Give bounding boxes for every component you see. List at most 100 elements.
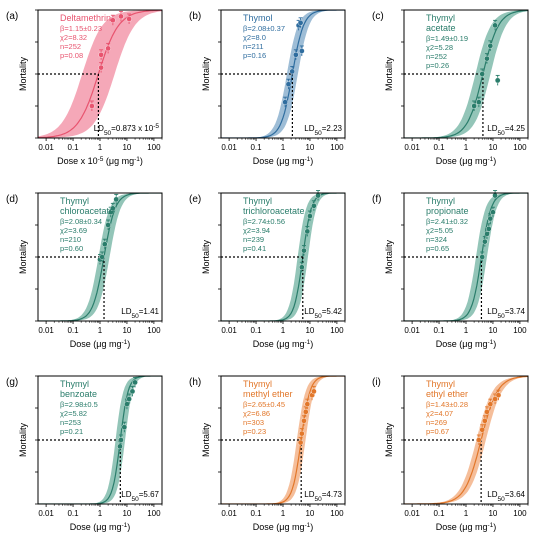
stat-line: n=210 [60,235,81,244]
fitted-curve [38,376,162,504]
panel-9: 0.01 0.1 1 10 100 Mortality Dose (μg mg-1) (i) T… [372,375,529,533]
stat-line: β=2.65±0.45 [243,400,285,409]
x-tick-label: 10 [305,326,314,335]
x-axis-label: Dose (μg mg-1) [70,339,130,350]
compound-name: Thymyl [60,196,89,206]
data-point [299,430,305,437]
x-tick-label: 10 [305,143,314,152]
stat-line: χ2=8.0 [243,33,266,42]
stat-line: n=253 [60,418,81,427]
fitted-curve [404,193,528,321]
stat-line: β=1.49±0.19 [426,34,468,43]
x-tick-label: 1 [98,143,103,152]
data-point [105,222,111,228]
panel-label: (a) [6,11,18,22]
x-tick-label: 0.1 [67,143,79,152]
panel-1: 0.01 0.1 1 10 100 Mortality Dose x 10-5 (μg mg… [6,9,163,167]
x-tick-label: 1 [464,326,469,335]
data-point [129,388,136,395]
x-axis-label: Dose (μg mg-1) [436,522,496,533]
panel-4: 0.01 0.1 1 10 100 Mortality Dose (μg mg-1) (d) T… [6,192,163,350]
x-axis-label: Dose (μg mg-1) [436,339,496,350]
y-axis-label: Mortality [18,423,28,458]
panel-label: (g) [6,377,18,388]
data-point [117,443,123,450]
ld50-label: LD50=3.64 [487,490,525,503]
data-point [494,77,501,84]
data-point [285,81,292,88]
stat-line: β=2.08±0.37 [243,24,285,33]
x-tick-label: 100 [330,509,344,518]
stat-line: p=0.65 [426,244,449,253]
x-axis-label: Dose x 10-5 (μg mg-1) [57,156,143,167]
x-tick-label: 10 [122,143,131,152]
confidence-band [38,10,162,138]
x-tick-label: 0.01 [38,326,54,335]
fitted-curve [221,193,345,321]
x-tick-label: 0.01 [404,143,420,152]
stat-line: β=2.98±0.5 [60,400,98,409]
ld50-label: LD50=2.23 [304,124,342,137]
confidence-band [221,10,345,138]
x-tick-label: 0.01 [404,509,420,518]
data-point [121,424,128,431]
x-tick-label: 10 [122,509,131,518]
stat-line: p=0.23 [243,427,266,436]
stat-line: β=2.41±0.32 [426,217,468,226]
data-point [301,247,307,254]
stat-line: n=252 [426,52,447,61]
stat-line: p=0.26 [426,61,449,70]
x-tick-label: 0.1 [433,326,445,335]
x-tick-label: 0.01 [221,326,237,335]
y-axis-label: Mortality [18,57,28,92]
data-point [118,13,124,20]
data-point [110,17,116,24]
compound-name: Thymol [243,13,273,23]
data-point [490,209,496,215]
x-tick-label: 10 [488,509,497,518]
stat-line: χ2=5.82 [60,409,87,418]
x-axis-label: Dose (μg mg-1) [253,339,313,350]
panel-label: (c) [372,11,384,22]
stat-line: β=2.08±0.34 [60,217,102,226]
data-point [311,202,317,209]
panel-label: (d) [6,194,18,205]
x-tick-label: 0.1 [250,509,262,518]
x-tick-label: 1 [464,143,469,152]
x-axis-label: Dose (μg mg-1) [253,156,313,167]
x-axis-label: Dose (μg mg-1) [70,522,130,533]
data-point [479,71,486,77]
data-point [132,379,138,386]
stat-line: β=2.74±0.56 [243,217,285,226]
compound-name: methyl ether [243,389,293,399]
data-point [485,226,492,232]
x-tick-label: 0.1 [250,326,262,335]
stat-line: β=1.43±0.28 [426,400,468,409]
x-tick-label: 0.01 [38,509,54,518]
data-point [89,103,95,109]
data-point [476,99,482,105]
y-axis-label: Mortality [384,423,394,458]
data-point [126,396,132,402]
x-tick-label: 100 [513,509,527,518]
data-point [495,392,502,399]
panel-5: 0.01 0.1 1 10 100 Mortality Dose (μg mg-1) (e) T… [189,190,346,350]
ld50-label: LD50=3.74 [487,307,525,320]
compound-name: benzoate [60,389,97,399]
x-tick-label: 1 [281,326,286,335]
data-point [101,241,108,247]
ld50-label: LD50=5.42 [304,307,342,320]
data-point [315,192,321,199]
confidence-band [404,376,528,504]
compound-name: acetate [426,23,456,33]
y-axis-label: Mortality [384,240,394,275]
confidence-band [404,10,528,138]
stat-line: χ2=4.07 [426,409,453,418]
x-tick-label: 0.1 [433,509,445,518]
stat-line: p=0.16 [243,51,266,60]
compound-name: Thymyl [243,196,272,206]
panel-label: (f) [372,194,381,205]
data-point [484,55,490,62]
x-tick-label: 0.01 [38,143,54,152]
x-tick-label: 0.01 [404,326,420,335]
